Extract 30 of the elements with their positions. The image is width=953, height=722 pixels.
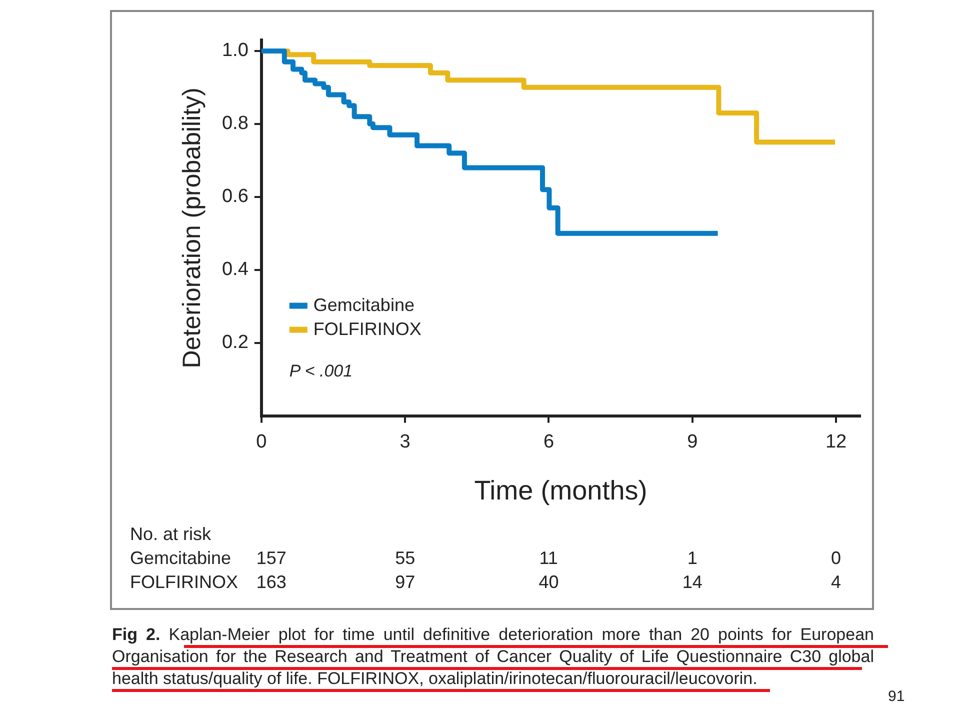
legend-label: Gemcitabine — [313, 294, 414, 315]
y-tick-label: 0.4 — [222, 259, 249, 280]
text: 91 — [888, 688, 905, 705]
text: 157 — [256, 548, 286, 569]
text: 4 — [831, 572, 842, 593]
y-tick-label: 1.0 — [222, 40, 248, 62]
y-tick-label: 0.2 — [222, 332, 248, 354]
annotation: P < .001 — [289, 362, 353, 381]
text: 55 — [395, 548, 416, 569]
x-tick-label: 0 — [256, 431, 267, 452]
text: No. at risk — [130, 524, 212, 545]
legend-label: FOLFIRINOX — [313, 318, 422, 339]
text: 40 — [538, 572, 559, 593]
text: 11 — [539, 548, 558, 569]
caption: Fig 2. Kaplan-Meier plot for time until definitive deterioration more than 20 points for European Organisation for the Research and Treatment of Cancer Quality of Life Questionnaire C30 global health status/quality of life. FOLFIRINOX, oxaliplatin/irinotecan/fluorouracil/leucovorin. — [112, 624, 874, 690]
text: Gemcitabine — [130, 548, 232, 569]
text: 1 — [687, 548, 698, 569]
x-axis-title: Time (months) — [474, 475, 648, 506]
text: 14 — [682, 572, 702, 593]
x-tick-label: 9 — [687, 431, 698, 452]
x-tick-label: 12 — [825, 431, 847, 452]
x-tick-label: 3 — [400, 431, 410, 452]
y-tick-label: 0.8 — [222, 113, 248, 134]
text: 97 — [395, 572, 416, 593]
text: 163 — [256, 572, 286, 593]
x-tick-label: 6 — [543, 431, 554, 452]
text: 0 — [831, 548, 842, 569]
y-axis-title: Deterioration (probability) — [178, 88, 206, 368]
text: FOLFIRINOX — [130, 572, 238, 593]
y-tick-label: 0.6 — [222, 186, 248, 208]
